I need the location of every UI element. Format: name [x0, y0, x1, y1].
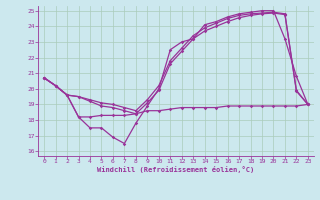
X-axis label: Windchill (Refroidissement éolien,°C): Windchill (Refroidissement éolien,°C) — [97, 166, 255, 173]
